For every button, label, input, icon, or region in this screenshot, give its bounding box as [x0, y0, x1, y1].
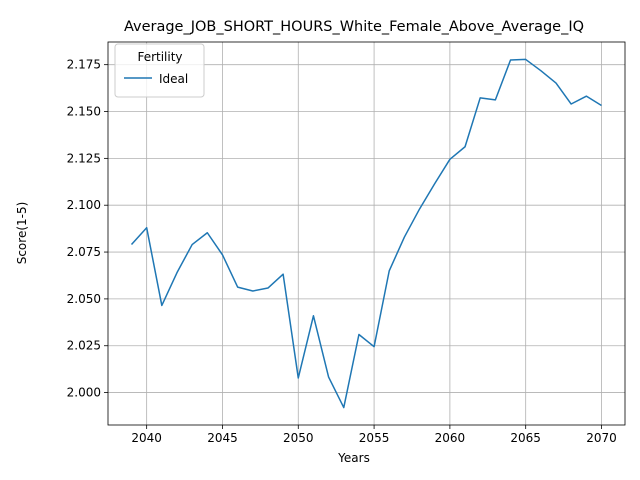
- y-tick-label: 2.025: [67, 339, 101, 353]
- y-tick-label: 2.000: [67, 386, 101, 400]
- x-tick-label: 2065: [510, 431, 541, 445]
- x-tick-label: 2055: [359, 431, 390, 445]
- y-axis: 2.000 2.025 2.050 2.075 2.100 2.125 2.150 2.175: [67, 58, 108, 400]
- legend-box: [114, 43, 205, 98]
- y-tick-label: 2.050: [67, 292, 101, 306]
- y-tick-label: 2.150: [67, 105, 101, 119]
- y-axis-label: Score(1-5): [15, 202, 29, 265]
- y-tick-label: 2.075: [67, 245, 101, 259]
- y-tick-label: 2.100: [67, 198, 101, 212]
- y-tick-label: 2.125: [67, 151, 101, 165]
- x-tick-label: 2060: [435, 431, 466, 445]
- x-tick-label: 2050: [283, 431, 314, 445]
- x-tick-label: 2040: [131, 431, 162, 445]
- plot-frame: [107, 41, 626, 426]
- series-group: [130, 58, 602, 409]
- x-axis: 2040 2045 2050 2055 2060 2065 2070: [131, 425, 617, 445]
- legend-title: Fertility: [137, 50, 182, 64]
- x-axis-label: Years: [337, 451, 370, 465]
- grid: [108, 42, 625, 425]
- legend: Fertility Ideal: [114, 43, 205, 98]
- legend-label-ideal: Ideal: [159, 72, 188, 86]
- chart-title: Average_JOB_SHORT_HOURS_White_Female_Abo…: [124, 19, 584, 35]
- series-line-ideal: [130, 58, 602, 409]
- x-tick-label: 2045: [207, 431, 238, 445]
- x-tick-label: 2070: [586, 431, 617, 445]
- y-tick-label: 2.175: [67, 58, 101, 72]
